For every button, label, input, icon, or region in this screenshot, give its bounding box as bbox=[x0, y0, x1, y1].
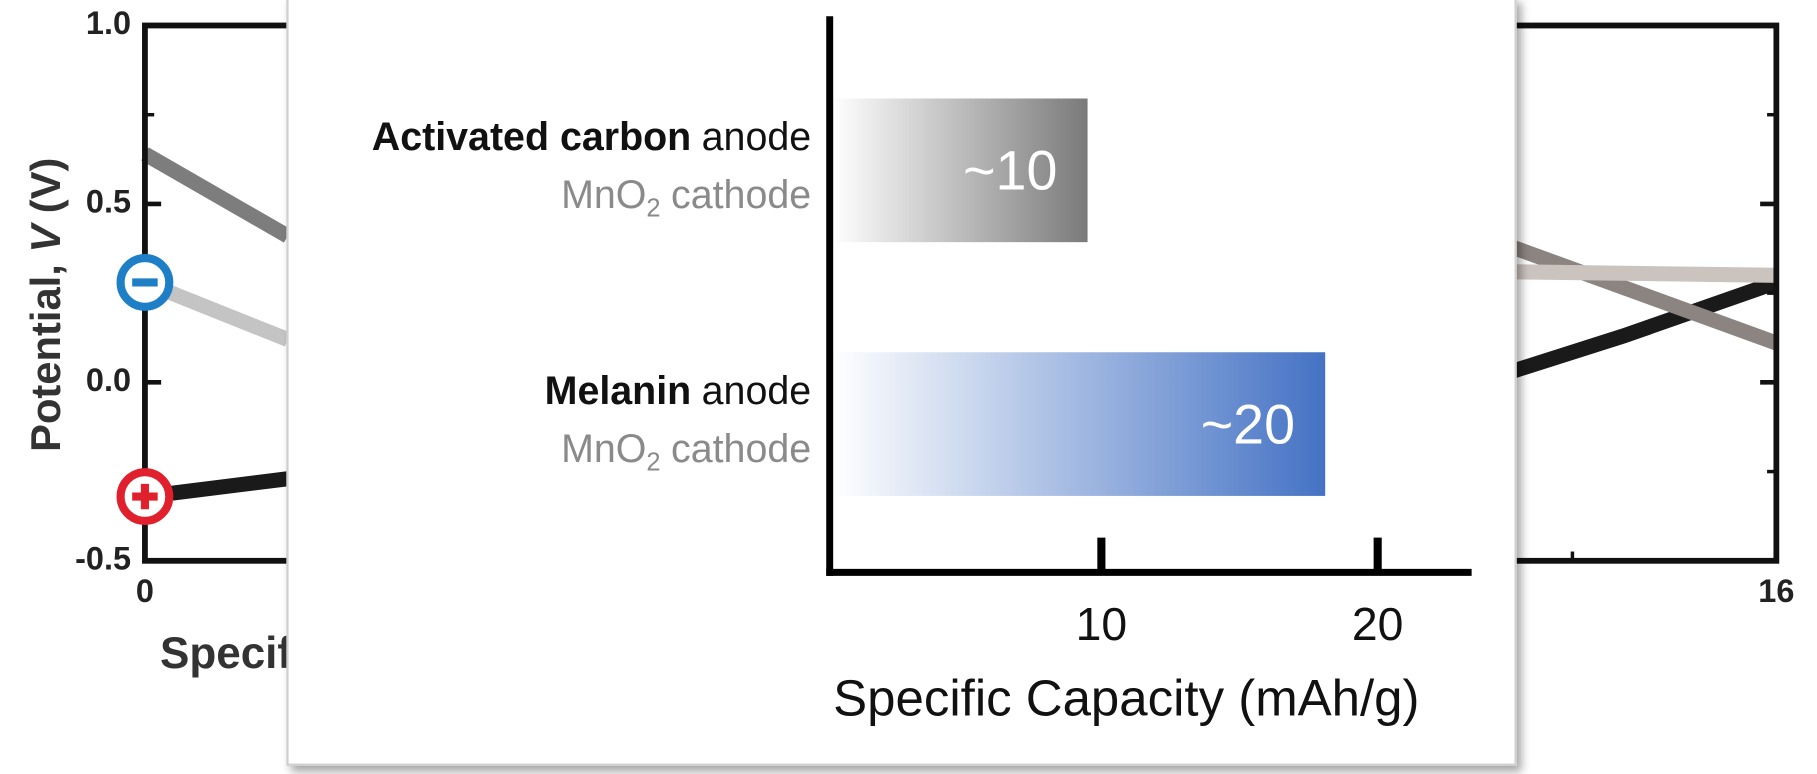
category-label-text: anode bbox=[702, 116, 812, 160]
x-tick-label: 20 bbox=[1352, 598, 1404, 650]
sublabel-part: cathode bbox=[671, 427, 811, 471]
y-axis-label-part: (V) bbox=[22, 158, 69, 225]
x-tick-label: 16 bbox=[1758, 573, 1794, 609]
bar bbox=[832, 98, 1088, 243]
category-label-bold: Activated carbon bbox=[372, 116, 691, 160]
y-axis-label-part: Potential, bbox=[22, 253, 69, 452]
y-tick-label: 1.0 bbox=[86, 5, 131, 41]
bar-value-label: ~10 bbox=[963, 140, 1057, 202]
y-tick-label: -0.5 bbox=[75, 540, 131, 576]
y-tick-label: 0.0 bbox=[86, 362, 131, 398]
y-axis-label: Potential, V (V) bbox=[22, 158, 69, 452]
sublabel-subscript: 2 bbox=[646, 448, 660, 476]
line-series bbox=[141, 147, 292, 243]
category-sublabel: MnO2 cathode bbox=[561, 427, 811, 476]
y-tick-label: 0.5 bbox=[86, 183, 131, 219]
bar-value-label: ~20 bbox=[1201, 393, 1295, 455]
sublabel-part: MnO bbox=[561, 174, 646, 218]
sublabel-part: MnO bbox=[561, 427, 646, 471]
sublabel-subscript: 2 bbox=[646, 194, 660, 222]
bar bbox=[832, 352, 1326, 496]
category-label: Activated carbon anode bbox=[372, 116, 811, 160]
line-series bbox=[1511, 264, 1777, 283]
x-tick-label: 10 bbox=[1076, 598, 1128, 650]
category-label-bold: Melanin bbox=[545, 369, 692, 413]
x-axis-label: Specific Capacity (mAh/g) bbox=[833, 670, 1419, 727]
x-tick-label: 0 bbox=[136, 573, 154, 609]
sublabel-part: cathode bbox=[671, 174, 811, 218]
y-axis-label-part: V bbox=[22, 222, 69, 253]
category-sublabel: MnO2 cathode bbox=[561, 174, 811, 223]
line-series bbox=[1508, 239, 1779, 351]
category-label-text: anode bbox=[702, 369, 812, 413]
category-label: Melanin anode bbox=[545, 369, 812, 413]
